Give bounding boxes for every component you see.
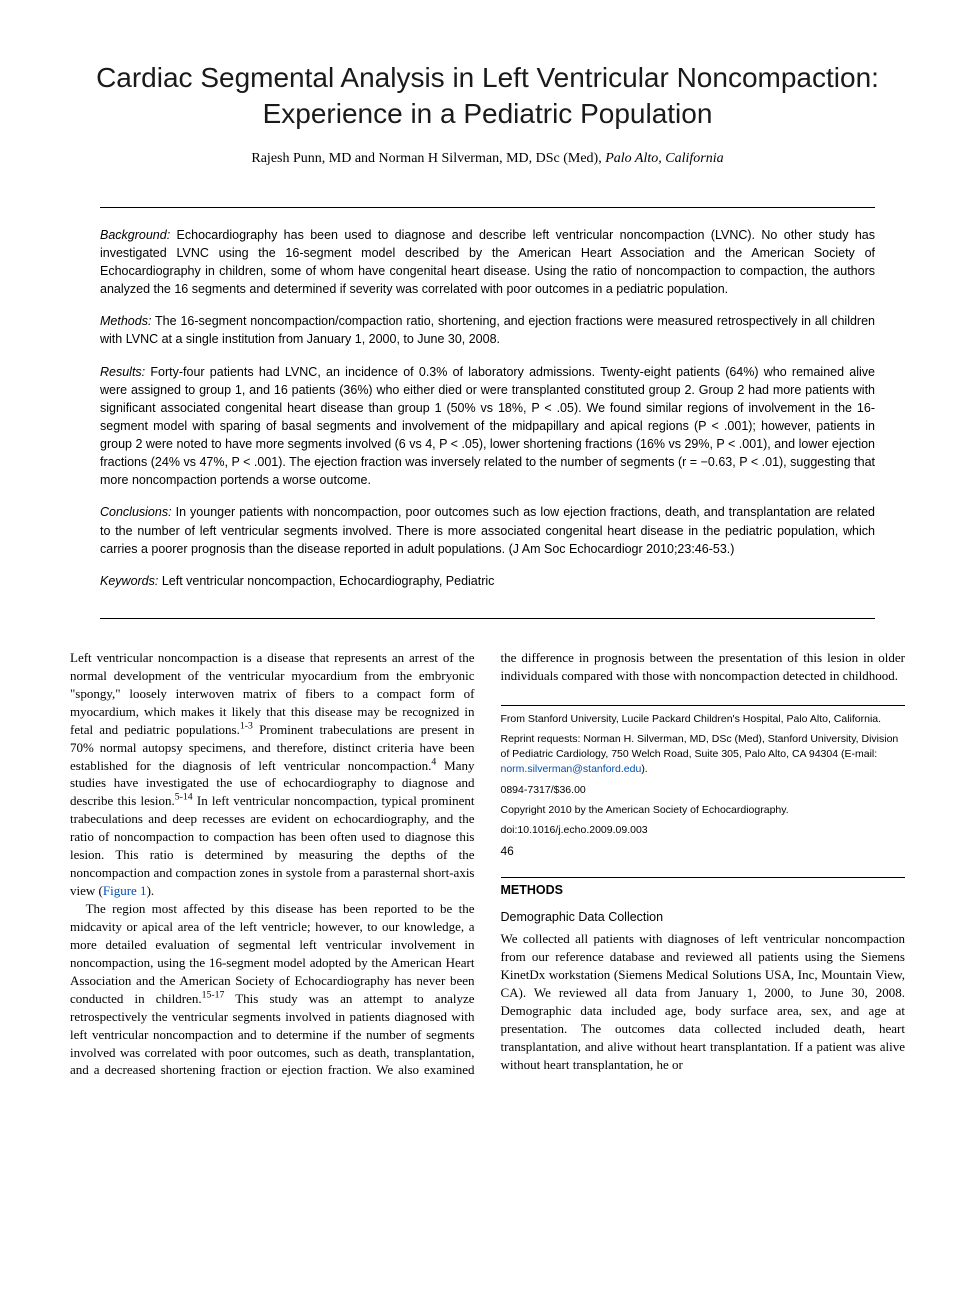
footnote-reprint: Reprint requests: Norman H. Silverman, M… — [501, 732, 906, 778]
abstract-methods: Methods: The 16-segment noncompaction/co… — [100, 312, 875, 348]
authors-location: Palo Alto, California — [605, 151, 723, 166]
abstract-keywords: Keywords: Left ventricular noncompaction… — [100, 572, 875, 590]
abstract-box: Background: Echocardiography has been us… — [100, 207, 875, 619]
figure-link[interactable]: Figure 1 — [103, 883, 147, 898]
abstract-conclusions: Conclusions: In younger patients with no… — [100, 503, 875, 557]
citation-sup: 5-14 — [175, 792, 193, 803]
abstract-background-label: Background: — [100, 228, 170, 242]
methods-body-para: We collected all patients with diagnoses… — [501, 930, 906, 1074]
footnote-reprint-close: ). — [641, 763, 647, 775]
body-columns: Left ventricular noncompaction is a dise… — [70, 649, 905, 1080]
footnote-from: From Stanford University, Lucile Packard… — [501, 712, 906, 727]
abstract-methods-text: The 16-segment noncompaction/compaction … — [100, 314, 875, 346]
subsection-heading-demographic: Demographic Data Collection — [501, 909, 906, 926]
authors-names: Rajesh Punn, MD and Norman H Silverman, … — [251, 151, 605, 166]
abstract-background-text: Echocardiography has been used to diagno… — [100, 228, 875, 296]
abstract-results: Results: Forty-four patients had LVNC, a… — [100, 363, 875, 490]
footnote-block: From Stanford University, Lucile Packard… — [501, 705, 906, 861]
citation-sup: 15-17 — [202, 989, 225, 1000]
abstract-results-label: Results: — [100, 365, 145, 379]
abstract-keywords-text: Left ventricular noncompaction, Echocard… — [158, 574, 494, 588]
footnote-reprint-text: Reprint requests: Norman H. Silverman, M… — [501, 733, 899, 760]
footnote-issn: 0894-7317/$36.00 — [501, 783, 906, 798]
body-p1e: ). — [147, 883, 155, 898]
abstract-background: Background: Echocardiography has been us… — [100, 226, 875, 299]
abstract-methods-label: Methods: — [100, 314, 151, 328]
article-title: Cardiac Segmental Analysis in Left Ventr… — [70, 60, 905, 133]
footnote-doi: doi:10.1016/j.echo.2009.09.003 — [501, 823, 906, 838]
authors-line: Rajesh Punn, MD and Norman H Silverman, … — [70, 151, 905, 167]
footnote-copyright: Copyright 2010 by the American Society o… — [501, 803, 906, 818]
page-number: 46 — [501, 843, 906, 860]
body-para-1: Left ventricular noncompaction is a dise… — [70, 649, 475, 900]
abstract-conclusions-text: In younger patients with noncompaction, … — [100, 505, 875, 555]
abstract-conclusions-label: Conclusions: — [100, 505, 172, 519]
citation-sup: 1-3 — [240, 720, 253, 731]
abstract-results-text: Forty-four patients had LVNC, an inciden… — [100, 365, 875, 488]
section-heading-methods: METHODS — [501, 877, 906, 899]
abstract-keywords-label: Keywords: — [100, 574, 158, 588]
footnote-email-link[interactable]: norm.silverman@stanford.edu — [501, 763, 642, 775]
